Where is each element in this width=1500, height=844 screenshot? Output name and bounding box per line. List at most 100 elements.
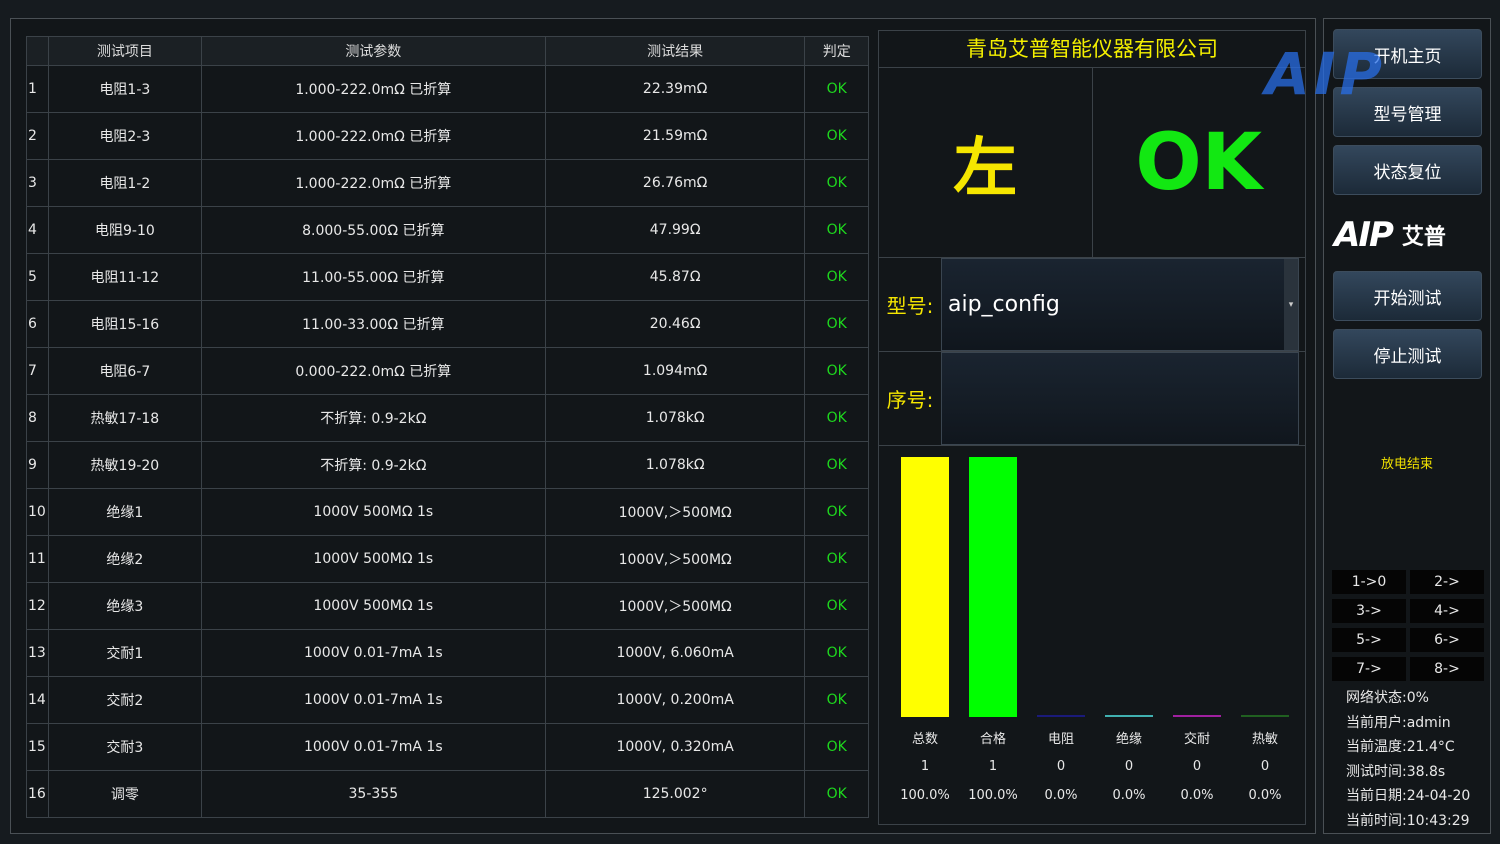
- row-index: 6: [26, 300, 49, 348]
- row-index: 1: [26, 65, 49, 113]
- status-line: 测试时间:38.8s: [1346, 763, 1446, 780]
- table-row: 15 交耐3 1000V 0.01-7mA 1s 1000V, 0.320mA OK: [26, 723, 869, 771]
- channel-button[interactable]: 4->: [1410, 599, 1484, 623]
- test-item: 电阻2-3: [48, 112, 202, 160]
- judgement: OK: [804, 206, 869, 254]
- row-index: 2: [26, 112, 49, 160]
- test-result: 26.76mΩ: [544, 159, 806, 207]
- judgement: OK: [804, 112, 869, 160]
- home-button[interactable]: 开机主页: [1333, 29, 1482, 79]
- test-result: 1000V,＞500MΩ: [544, 535, 806, 583]
- model-value: aip_config: [948, 292, 1060, 317]
- test-item: 交耐2: [48, 676, 202, 724]
- chevron-down-icon[interactable]: ▾: [1284, 259, 1298, 350]
- test-result: 1.078kΩ: [544, 394, 806, 442]
- bar: [1105, 715, 1153, 717]
- channel-button[interactable]: 5->: [1332, 628, 1406, 652]
- table-row: 8 热敏17-18 不折算: 0.9-2kΩ 1.078kΩ OK: [26, 394, 869, 442]
- judgement: OK: [804, 582, 869, 630]
- test-item: 电阻1-2: [48, 159, 202, 207]
- status-line: 当前日期:24-04-20: [1346, 788, 1471, 804]
- company-name: 青岛艾普智能仪器有限公司: [879, 31, 1305, 68]
- bar: [969, 457, 1017, 717]
- aip-logo: AIP 艾普: [1334, 215, 1446, 255]
- bar: [1037, 715, 1085, 717]
- test-result: 22.39mΩ: [544, 65, 806, 113]
- table-row: 6 电阻15-16 11.00-33.00Ω 已折算 20.46Ω OK: [26, 300, 869, 348]
- test-result: 125.002°: [544, 770, 806, 818]
- table-row: 5 电阻11-12 11.00-55.00Ω 已折算 45.87Ω OK: [26, 253, 869, 301]
- test-item: 绝缘3: [48, 582, 202, 630]
- category-label: 电阻: [1048, 732, 1074, 747]
- reset-button[interactable]: 状态复位: [1333, 145, 1482, 195]
- table-row: 12 绝缘3 1000V 500MΩ 1s 1000V,＞500MΩ OK: [26, 582, 869, 630]
- percent-label: 100.0%: [968, 788, 1018, 803]
- table-row: 3 电阻1-2 1.000-222.0mΩ 已折算 26.76mΩ OK: [26, 159, 869, 207]
- test-item: 热敏17-18: [48, 394, 202, 442]
- channel-button[interactable]: 3->: [1332, 599, 1406, 623]
- count-label: 1: [921, 759, 929, 774]
- table-row: 16 调零 35-355 125.002° OK: [26, 770, 869, 818]
- test-item: 电阻11-12: [48, 253, 202, 301]
- row-index: 9: [26, 441, 49, 489]
- count-label: 0: [1125, 759, 1133, 774]
- category-label: 合格: [980, 731, 1006, 747]
- test-params: 1.000-222.0mΩ 已折算: [200, 159, 546, 207]
- bar: [1241, 715, 1289, 717]
- row-index: 7: [26, 347, 49, 395]
- start-test-button[interactable]: 开始测试: [1333, 271, 1482, 321]
- test-result: 1000V, 6.060mA: [544, 629, 806, 677]
- status-line: 当前温度:21.4°C: [1346, 739, 1455, 755]
- test-params: 不折算: 0.9-2kΩ: [200, 394, 546, 442]
- percent-label: 0.0%: [1248, 788, 1281, 803]
- category-label: 绝缘: [1116, 731, 1142, 747]
- test-item: 交耐1: [48, 629, 202, 677]
- row-index: 14: [26, 676, 49, 724]
- model-select[interactable]: aip_config ▾: [941, 258, 1299, 351]
- test-item: 交耐3: [48, 723, 202, 771]
- judgement: OK: [804, 159, 869, 207]
- row-index: 16: [26, 770, 49, 818]
- discharge-status: 放电结束: [1380, 457, 1433, 472]
- channel-button[interactable]: 8->: [1410, 657, 1484, 681]
- test-result: 45.87Ω: [544, 253, 806, 301]
- percent-label: 0.0%: [1044, 788, 1077, 803]
- test-params: 11.00-55.00Ω 已折算: [200, 253, 546, 301]
- table-row: 4 电阻9-10 8.000-55.00Ω 已折算 47.99Ω OK: [26, 206, 869, 254]
- judgement: OK: [804, 770, 869, 818]
- serial-input[interactable]: [941, 352, 1299, 445]
- channel-button[interactable]: 2->: [1410, 570, 1484, 594]
- channel-button[interactable]: 1->0: [1332, 570, 1406, 594]
- judgement: OK: [804, 629, 869, 677]
- category-label: 热敏: [1252, 732, 1278, 747]
- row-index: 15: [26, 723, 49, 771]
- sidebar: 开机主页 型号管理 状态复位 AIP 艾普 开始测试 停止测试 放电结束 1->0…: [1323, 18, 1491, 834]
- judgement: OK: [804, 676, 869, 724]
- test-item: 调零: [48, 770, 202, 818]
- test-result: 47.99Ω: [544, 206, 806, 254]
- bar: [901, 457, 949, 717]
- judgement: OK: [804, 65, 869, 113]
- test-params: 1.000-222.0mΩ 已折算: [200, 112, 546, 160]
- model-manage-button[interactable]: 型号管理: [1333, 87, 1482, 137]
- test-params: 35-355: [200, 770, 546, 818]
- table-row: 11 绝缘2 1000V 500MΩ 1s 1000V,＞500MΩ OK: [26, 535, 869, 583]
- channel-button[interactable]: 6->: [1410, 628, 1484, 652]
- test-params: 11.00-33.00Ω 已折算: [200, 300, 546, 348]
- percent-label: 100.0%: [900, 788, 950, 803]
- percent-label: 0.0%: [1112, 788, 1145, 803]
- status-line: 当前时间:10:43:29: [1346, 812, 1470, 829]
- channel-button[interactable]: 7->: [1332, 657, 1406, 681]
- test-result: 1000V, 0.200mA: [544, 676, 806, 724]
- judgement: OK: [804, 441, 869, 489]
- column-header: 测试项目: [48, 36, 202, 66]
- table-row: 13 交耐1 1000V 0.01-7mA 1s 1000V, 6.060mA OK: [26, 629, 869, 677]
- stop-test-button[interactable]: 停止测试: [1333, 329, 1482, 379]
- test-item: 电阻1-3: [48, 65, 202, 113]
- row-index: 4: [26, 206, 49, 254]
- judgement: OK: [804, 394, 869, 442]
- test-result: 1.094mΩ: [544, 347, 806, 395]
- test-result: 1.078kΩ: [544, 441, 806, 489]
- test-params: 1000V 0.01-7mA 1s: [200, 676, 546, 724]
- test-item: 电阻9-10: [48, 206, 202, 254]
